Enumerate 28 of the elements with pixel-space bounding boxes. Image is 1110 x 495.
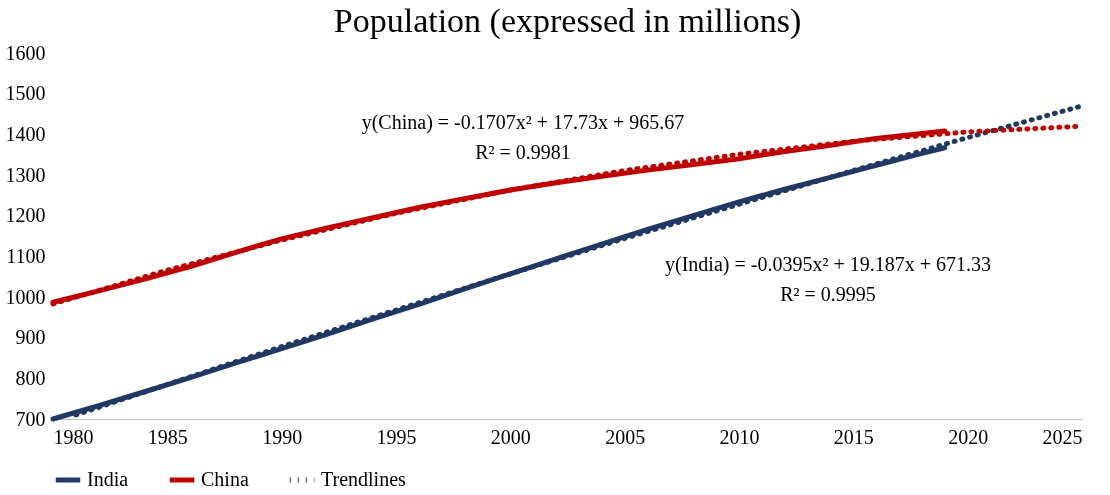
y-tick-label: 1300 [5, 163, 46, 186]
annotation: y(China) = -0.1707x² + 17.73x + 965.67 [361, 111, 685, 134]
x-tick-label: 2010 [719, 425, 760, 448]
y-tick-label: 1100 [6, 244, 46, 267]
y-tick-label: 900 [15, 326, 46, 349]
legend-label: India [87, 468, 129, 490]
x-tick-label: 1980 [53, 425, 94, 448]
y-tick-label: 800 [15, 366, 46, 389]
x-tick-label: 2000 [490, 425, 531, 448]
annotation: R² = 0.9981 [475, 141, 571, 163]
x-tick-label: 2025 [1042, 425, 1083, 448]
y-tick-label: 1500 [5, 82, 46, 105]
x-tick-label: 2005 [605, 425, 646, 448]
chart-title: Population (expressed in millions) [333, 2, 802, 40]
y-tick-label: 1200 [5, 204, 46, 227]
y-tick-label: 1600 [5, 41, 46, 64]
legend-label: China [201, 468, 249, 490]
annotation: y(India) = -0.0395x² + 19.187x + 671.33 [665, 253, 991, 276]
x-tick-label: 1995 [376, 425, 417, 448]
y-tick-label: 700 [15, 407, 46, 430]
y-tick-label: 1400 [5, 122, 46, 145]
x-tick-label: 1990 [262, 425, 303, 448]
legend-label: Trendlines [321, 468, 407, 490]
x-tick-label: 2015 [833, 425, 874, 448]
annotation: R² = 0.9995 [780, 283, 876, 305]
y-tick-label: 1000 [5, 285, 46, 308]
x-tick-label: 1985 [147, 425, 188, 448]
x-tick-label: 2020 [948, 425, 989, 448]
